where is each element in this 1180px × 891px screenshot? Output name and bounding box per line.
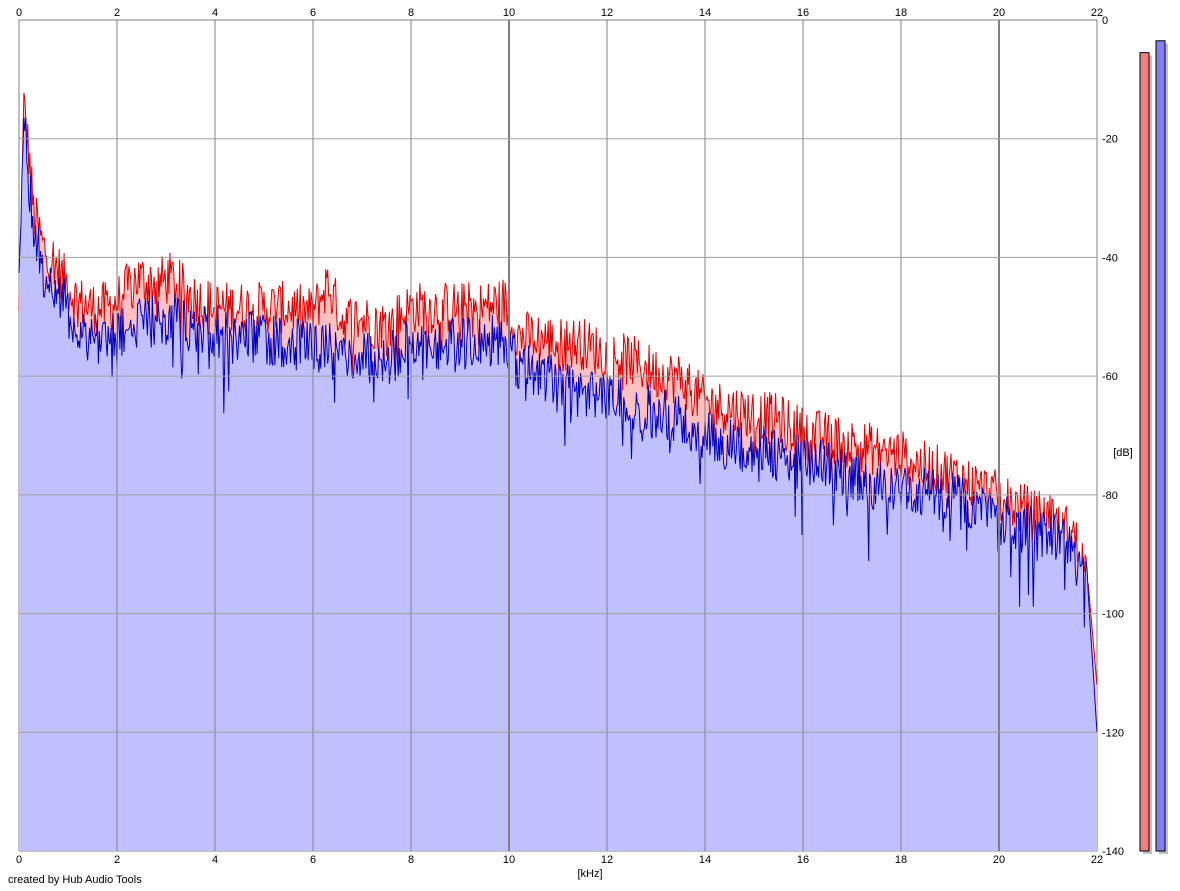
x-tick-label-top: 6 [310, 7, 316, 19]
x-tick-label-top: 20 [993, 7, 1005, 19]
x-tick-label-top: 10 [503, 7, 515, 19]
series-1-line [18, 117, 1098, 733]
x-tick-label-top: 22 [1091, 7, 1103, 19]
x-tick-label-top: 14 [699, 7, 711, 19]
x-tick-label-bottom: 6 [310, 854, 316, 866]
level-meter-1 [1155, 40, 1166, 852]
x-tick-label-top: 18 [895, 7, 907, 19]
y-tick-label: -120 [1102, 727, 1124, 739]
x-axis-label: [kHz] [577, 868, 602, 880]
y-tick-label: -140 [1102, 846, 1124, 858]
x-tick-label-top: 8 [408, 7, 414, 19]
x-tick-label-bottom: 0 [16, 854, 22, 866]
series-1-area [19, 117, 1097, 851]
x-tick-label-bottom: 16 [797, 854, 809, 866]
x-tick-label-top: 2 [114, 7, 120, 19]
y-tick-label: 0 [1102, 15, 1108, 27]
series-0-line [18, 92, 1098, 685]
y-tick-label: -40 [1102, 252, 1118, 264]
credit-text: created by Hub Audio Tools [8, 874, 142, 886]
x-tick-label-bottom: 20 [993, 854, 1005, 866]
y-tick-label: -60 [1102, 371, 1118, 383]
x-tick-label-top: 0 [16, 7, 22, 19]
y-tick-label: -20 [1102, 134, 1118, 146]
y-tick-label: -80 [1102, 490, 1118, 502]
x-tick-label-bottom: 12 [601, 854, 613, 866]
x-tick-label-bottom: 18 [895, 854, 907, 866]
x-tick-label-bottom: 10 [503, 854, 515, 866]
y-tick-label: -100 [1102, 609, 1124, 621]
level-meter-0 [1139, 52, 1150, 852]
x-tick-label-bottom: 14 [699, 854, 711, 866]
x-tick-label-bottom: 8 [408, 854, 414, 866]
x-tick-label-top: 16 [797, 7, 809, 19]
x-tick-label-bottom: 2 [114, 854, 120, 866]
x-tick-label-bottom: 4 [212, 854, 218, 866]
y-axis-label: [dB] [1113, 447, 1133, 459]
x-tick-label-bottom: 22 [1091, 854, 1103, 866]
x-tick-label-top: 4 [212, 7, 218, 19]
x-tick-label-top: 12 [601, 7, 613, 19]
